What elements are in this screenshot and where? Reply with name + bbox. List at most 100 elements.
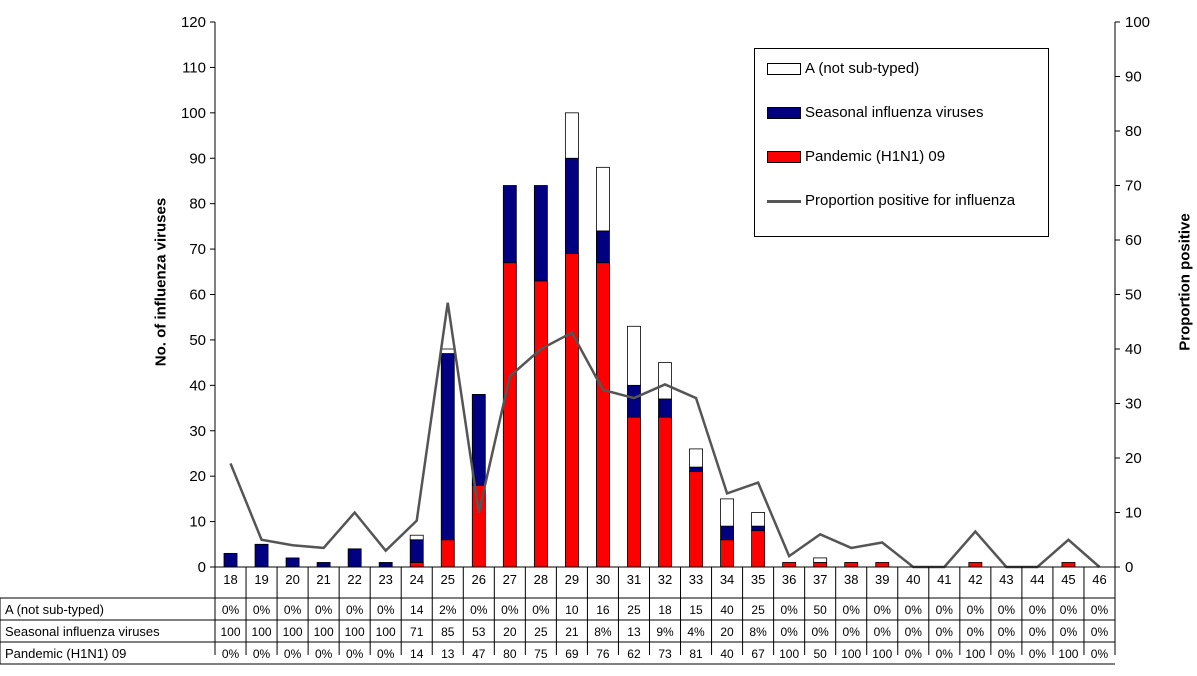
table-cell: 0% <box>470 603 488 617</box>
y-axis-label: No. of influenza viruses <box>152 197 170 367</box>
bar-seasonal <box>316 562 331 568</box>
table-cell: 71 <box>410 625 424 639</box>
x-tick-label: 27 <box>503 572 517 587</box>
table-cell: 0% <box>315 647 333 661</box>
bar-seasonal <box>658 398 672 418</box>
bar-not-subtyped <box>689 448 703 468</box>
y-tick-label: 60 <box>189 287 206 304</box>
y-tick-label: 80 <box>189 196 206 213</box>
y2-tick-label: 30 <box>1125 396 1142 413</box>
bar-pandemic <box>751 530 766 568</box>
y-tick-label: 90 <box>189 150 206 167</box>
bar-not-subtyped <box>813 557 828 563</box>
bar-not-subtyped <box>564 112 579 159</box>
table-cell: 0% <box>315 603 333 617</box>
x-tick-label: 24 <box>409 572 423 587</box>
table-cell: 0% <box>936 625 954 639</box>
bar-pandemic <box>502 262 517 568</box>
table-cell: 8% <box>594 625 612 639</box>
table-cell: 0% <box>905 603 923 617</box>
x-tick-label: 43 <box>999 572 1013 587</box>
table-cell: 0% <box>377 603 395 617</box>
legend-item-proportion: Proportion positive for influenza <box>767 192 1025 209</box>
y2-tick-label: 90 <box>1125 69 1142 86</box>
table-cell: 0% <box>377 647 395 661</box>
table-cell: 0% <box>532 603 550 617</box>
x-tick-label: 32 <box>658 572 672 587</box>
table-cell: 40 <box>720 647 734 661</box>
table-cell: 25 <box>751 603 765 617</box>
table-cell: 2% <box>439 603 457 617</box>
table-cell: 14 <box>410 647 424 661</box>
table-cell: 0% <box>936 603 954 617</box>
table-cell: 0% <box>346 603 364 617</box>
x-tick-label: 36 <box>782 572 796 587</box>
bar-pandemic <box>968 562 983 568</box>
table-cell: 0% <box>253 603 271 617</box>
bar-seasonal <box>627 384 641 418</box>
x-tick-label: 29 <box>565 572 579 587</box>
bar-seasonal <box>254 543 269 568</box>
y2-tick-label: 50 <box>1125 287 1142 304</box>
table-cell: 16 <box>596 603 610 617</box>
table-cell: 47 <box>472 647 486 661</box>
legend-label-proportion: Proportion positive for influenza <box>805 192 1016 209</box>
x-tick-label: 22 <box>347 572 361 587</box>
y-tick-label: 0 <box>198 559 206 576</box>
bar-seasonal <box>689 466 703 473</box>
y-tick-label: 50 <box>189 332 206 349</box>
table-cell: 0% <box>998 625 1016 639</box>
table-cell: 0% <box>967 603 985 617</box>
table-cell: 4% <box>687 625 705 639</box>
x-tick-label: 21 <box>316 572 330 587</box>
x-tick-label: 18 <box>223 572 237 587</box>
bar-pandemic <box>720 539 734 568</box>
x-tick-label: 34 <box>720 572 734 587</box>
legend-swatch-seasonal <box>767 107 801 119</box>
bar-seasonal <box>502 185 517 264</box>
table-cell: 0% <box>284 647 302 661</box>
y-tick-label: 20 <box>189 468 206 485</box>
x-tick-label: 41 <box>937 572 951 587</box>
table-cell: 21 <box>565 625 579 639</box>
bar-seasonal <box>564 157 579 255</box>
table-cell: 0% <box>905 625 923 639</box>
table-cell: 50 <box>813 603 827 617</box>
table-cell: 0% <box>222 603 240 617</box>
table-cell: 85 <box>441 625 455 639</box>
bar-not-subtyped <box>440 348 455 354</box>
table-cell: 100 <box>314 625 334 639</box>
table-cell: 100 <box>345 625 365 639</box>
bar-pandemic <box>627 416 641 568</box>
bar-not-subtyped <box>658 362 672 400</box>
y2-tick-label: 70 <box>1125 178 1142 195</box>
table-cell: 0% <box>998 603 1016 617</box>
table-row-label: A (not sub-typed) <box>5 602 104 617</box>
table-cell: 13 <box>627 625 641 639</box>
table-cell: 0% <box>843 603 861 617</box>
table-cell: 69 <box>565 647 579 661</box>
x-tick-label: 25 <box>441 572 455 587</box>
table-cell: 75 <box>534 647 548 661</box>
y-tick-label: 70 <box>189 241 206 258</box>
bar-pandemic <box>782 562 797 568</box>
x-tick-label: 26 <box>472 572 486 587</box>
table-cell: 9% <box>656 625 674 639</box>
table-cell: 20 <box>503 625 517 639</box>
x-tick-label: 40 <box>906 572 920 587</box>
y-tick-label: 40 <box>189 377 206 394</box>
table-cell: 0% <box>1060 603 1078 617</box>
legend-swatch-not-subtyped <box>767 63 801 75</box>
bar-seasonal <box>347 548 362 568</box>
table-cell: 80 <box>503 647 517 661</box>
table-cell: 8% <box>749 625 767 639</box>
table-cell: 0% <box>1060 625 1078 639</box>
bar-seasonal <box>596 230 610 264</box>
table-cell: 100 <box>872 647 892 661</box>
y2-tick-label: 100 <box>1125 14 1150 31</box>
bar-not-subtyped <box>627 325 641 386</box>
bar-seasonal <box>720 525 734 541</box>
y2-axis-label: Proportion positive <box>1176 213 1194 351</box>
table-cell: 100 <box>1058 647 1078 661</box>
table-cell: 10 <box>565 603 579 617</box>
